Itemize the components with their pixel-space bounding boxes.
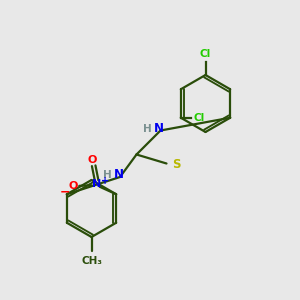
Text: O: O [69,181,78,191]
Text: O: O [88,155,97,165]
Text: CH₃: CH₃ [81,256,102,266]
Text: N: N [92,179,101,189]
Text: N: N [113,168,124,181]
Text: Cl: Cl [200,50,211,59]
Text: S: S [172,158,180,172]
Text: Cl: Cl [194,113,205,123]
Text: −: − [60,186,70,199]
Text: H: H [103,170,112,181]
Text: N: N [154,122,164,135]
Text: +: + [101,176,109,186]
Text: H: H [143,124,152,134]
